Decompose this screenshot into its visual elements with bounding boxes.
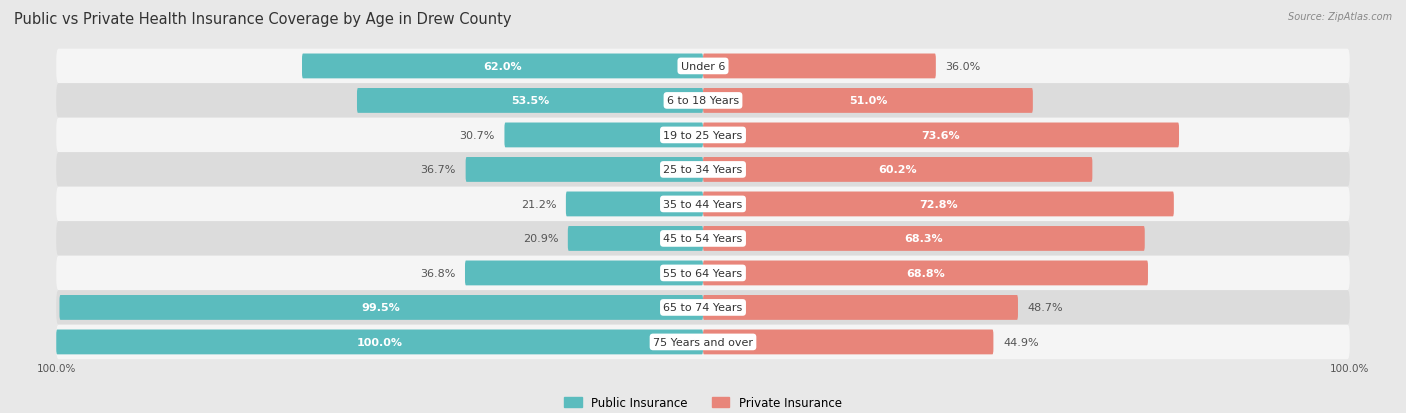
- FancyBboxPatch shape: [56, 50, 1350, 84]
- FancyBboxPatch shape: [56, 84, 1350, 119]
- Text: 65 to 74 Years: 65 to 74 Years: [664, 303, 742, 313]
- Text: 44.9%: 44.9%: [1002, 337, 1039, 347]
- Legend: Public Insurance, Private Insurance: Public Insurance, Private Insurance: [564, 396, 842, 409]
- FancyBboxPatch shape: [56, 119, 1350, 153]
- Text: Under 6: Under 6: [681, 62, 725, 72]
- FancyBboxPatch shape: [56, 325, 1350, 359]
- Text: 21.2%: 21.2%: [520, 199, 557, 209]
- FancyBboxPatch shape: [56, 256, 1350, 290]
- Text: 36.8%: 36.8%: [420, 268, 456, 278]
- FancyBboxPatch shape: [56, 222, 1350, 256]
- Text: 53.5%: 53.5%: [510, 96, 550, 106]
- FancyBboxPatch shape: [357, 89, 703, 114]
- Text: 6 to 18 Years: 6 to 18 Years: [666, 96, 740, 106]
- Text: 25 to 34 Years: 25 to 34 Years: [664, 165, 742, 175]
- Text: 60.2%: 60.2%: [879, 165, 917, 175]
- Text: 45 to 54 Years: 45 to 54 Years: [664, 234, 742, 244]
- Text: 75 Years and over: 75 Years and over: [652, 337, 754, 347]
- Text: 30.7%: 30.7%: [460, 131, 495, 140]
- Text: 73.6%: 73.6%: [922, 131, 960, 140]
- FancyBboxPatch shape: [56, 153, 1350, 187]
- FancyBboxPatch shape: [703, 192, 1174, 217]
- FancyBboxPatch shape: [703, 89, 1033, 114]
- FancyBboxPatch shape: [703, 158, 1092, 183]
- Text: 68.3%: 68.3%: [904, 234, 943, 244]
- FancyBboxPatch shape: [703, 123, 1180, 148]
- FancyBboxPatch shape: [56, 330, 703, 354]
- Text: 72.8%: 72.8%: [920, 199, 957, 209]
- FancyBboxPatch shape: [56, 187, 1350, 222]
- Text: 35 to 44 Years: 35 to 44 Years: [664, 199, 742, 209]
- Text: 36.0%: 36.0%: [945, 62, 981, 72]
- Text: Public vs Private Health Insurance Coverage by Age in Drew County: Public vs Private Health Insurance Cover…: [14, 12, 512, 27]
- Text: 55 to 64 Years: 55 to 64 Years: [664, 268, 742, 278]
- FancyBboxPatch shape: [568, 226, 703, 251]
- FancyBboxPatch shape: [703, 226, 1144, 251]
- FancyBboxPatch shape: [703, 261, 1147, 286]
- Text: Source: ZipAtlas.com: Source: ZipAtlas.com: [1288, 12, 1392, 22]
- Text: 100.0%: 100.0%: [357, 337, 402, 347]
- FancyBboxPatch shape: [465, 158, 703, 183]
- FancyBboxPatch shape: [703, 55, 936, 79]
- FancyBboxPatch shape: [565, 192, 703, 217]
- Text: 19 to 25 Years: 19 to 25 Years: [664, 131, 742, 140]
- Text: 62.0%: 62.0%: [484, 62, 522, 72]
- FancyBboxPatch shape: [465, 261, 703, 286]
- Text: 51.0%: 51.0%: [849, 96, 887, 106]
- FancyBboxPatch shape: [59, 295, 703, 320]
- Text: 68.8%: 68.8%: [905, 268, 945, 278]
- Text: 48.7%: 48.7%: [1028, 303, 1063, 313]
- Text: 99.5%: 99.5%: [361, 303, 401, 313]
- FancyBboxPatch shape: [505, 123, 703, 148]
- FancyBboxPatch shape: [302, 55, 703, 79]
- Text: 20.9%: 20.9%: [523, 234, 558, 244]
- FancyBboxPatch shape: [56, 290, 1350, 325]
- Text: 36.7%: 36.7%: [420, 165, 456, 175]
- FancyBboxPatch shape: [703, 330, 994, 354]
- FancyBboxPatch shape: [703, 295, 1018, 320]
